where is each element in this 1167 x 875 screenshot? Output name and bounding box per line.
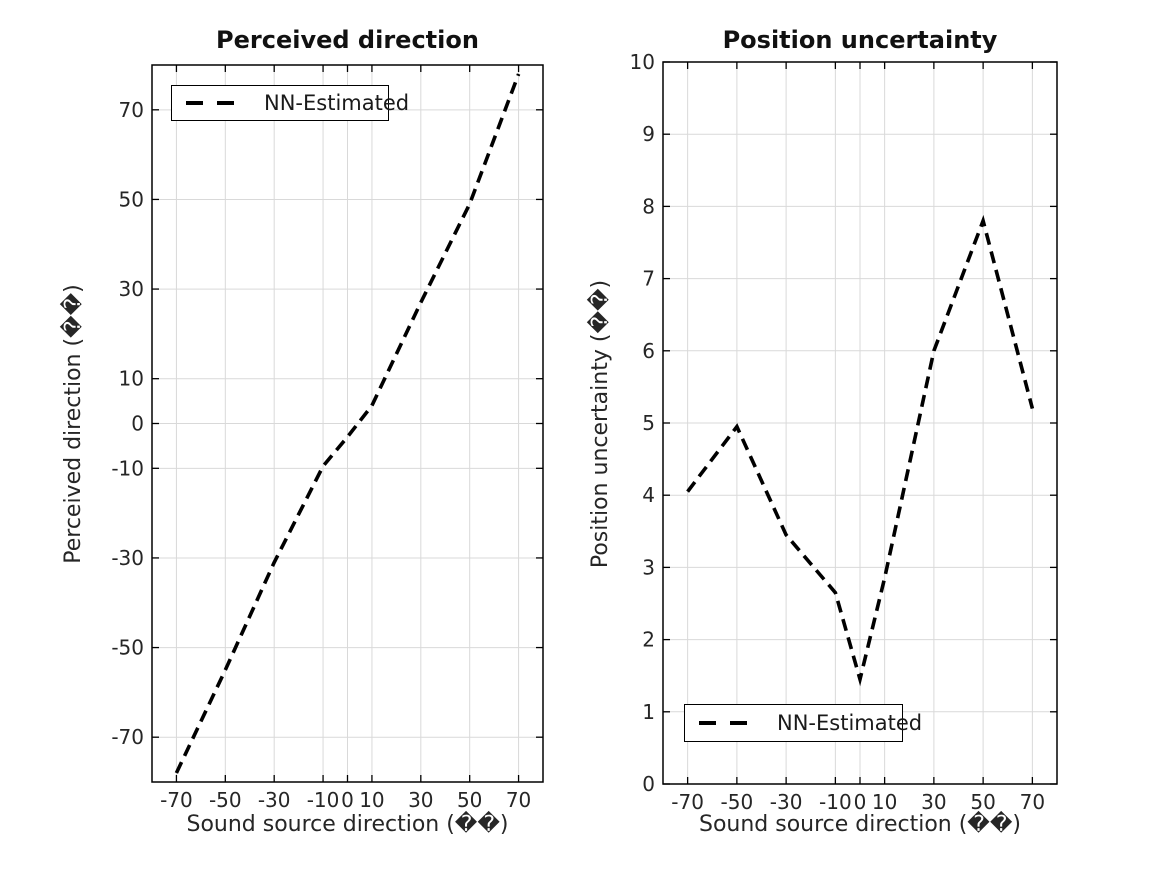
y-tick-label: 9 xyxy=(642,122,655,146)
x-tick-label: 0 xyxy=(854,790,867,814)
y-tick-label: -70 xyxy=(111,725,144,749)
legend-label-right: NN-Estimated xyxy=(777,711,923,735)
y-tick-label: 7 xyxy=(642,267,655,291)
y-tick-label: 4 xyxy=(642,483,655,507)
legend-right: NN-Estimated xyxy=(684,704,922,742)
x-axis-label-left: Sound source direction (��) xyxy=(186,812,509,837)
x-tick-label: 30 xyxy=(408,788,433,812)
data-line-nn-estimated xyxy=(174,73,521,774)
legend-dashed-line-sample xyxy=(699,721,759,725)
x-tick-label: 10 xyxy=(872,790,897,814)
x-tick-label: 50 xyxy=(457,788,482,812)
x-axis-label-right: Sound source direction (��) xyxy=(698,812,1021,837)
x-tick-label: -10 xyxy=(307,788,340,812)
y-tick-label: -50 xyxy=(111,636,144,660)
y-axis-label-left: Perceived direction (��) xyxy=(61,284,86,564)
y-tick-label: 0 xyxy=(131,412,144,436)
y-tick-label: 3 xyxy=(642,555,655,579)
y-tick-label: 10 xyxy=(119,367,144,391)
y-tick-label: -30 xyxy=(111,546,144,570)
y-tick-label: 8 xyxy=(642,194,655,218)
x-tick-label: 10 xyxy=(359,788,384,812)
x-tick-label: 0 xyxy=(341,788,354,812)
x-tick-label: 70 xyxy=(506,788,531,812)
legend-dashed-line-sample xyxy=(186,101,246,105)
axes-border xyxy=(662,61,1058,785)
x-tick-label: -50 xyxy=(721,790,754,814)
x-tick-label: 70 xyxy=(1020,790,1045,814)
y-tick-label: 1 xyxy=(642,700,655,724)
x-tick-label: 50 xyxy=(970,790,995,814)
x-tick-label: -30 xyxy=(770,790,803,814)
x-tick-label: 30 xyxy=(921,790,946,814)
chart-0: -70 -50 -30 -10 0 10 30 50 70-70-50-30-100103050… xyxy=(111,64,544,812)
y-tick-label: 10 xyxy=(630,50,655,74)
data-line-nn-estimated xyxy=(686,214,1035,687)
x-tick-label: -50 xyxy=(209,788,242,812)
legend-left: NN-Estimated xyxy=(171,85,409,121)
y-tick-label: 70 xyxy=(119,98,144,122)
x-tick-label: -70 xyxy=(671,790,704,814)
y-tick-label: 6 xyxy=(642,339,655,363)
chart-title-perceived-direction: Perceived direction xyxy=(216,26,479,54)
x-tick-label: -30 xyxy=(258,788,291,812)
legend-label-left: NN-Estimated xyxy=(264,91,410,115)
chart-title-position-uncertainty: Position uncertainty xyxy=(722,26,998,54)
y-tick-label: -10 xyxy=(111,456,144,480)
y-tick-label: 0 xyxy=(642,772,655,796)
x-tick-label: -10 xyxy=(819,790,852,814)
y-tick-label: 5 xyxy=(642,411,655,435)
y-tick-label: 2 xyxy=(642,628,655,652)
axes-border xyxy=(151,64,544,783)
y-tick-label: 50 xyxy=(119,187,144,211)
y-tick-label: 30 xyxy=(119,277,144,301)
y-axis-label-right: Position uncertainty (��) xyxy=(588,279,613,569)
x-tick-label: -70 xyxy=(160,788,193,812)
